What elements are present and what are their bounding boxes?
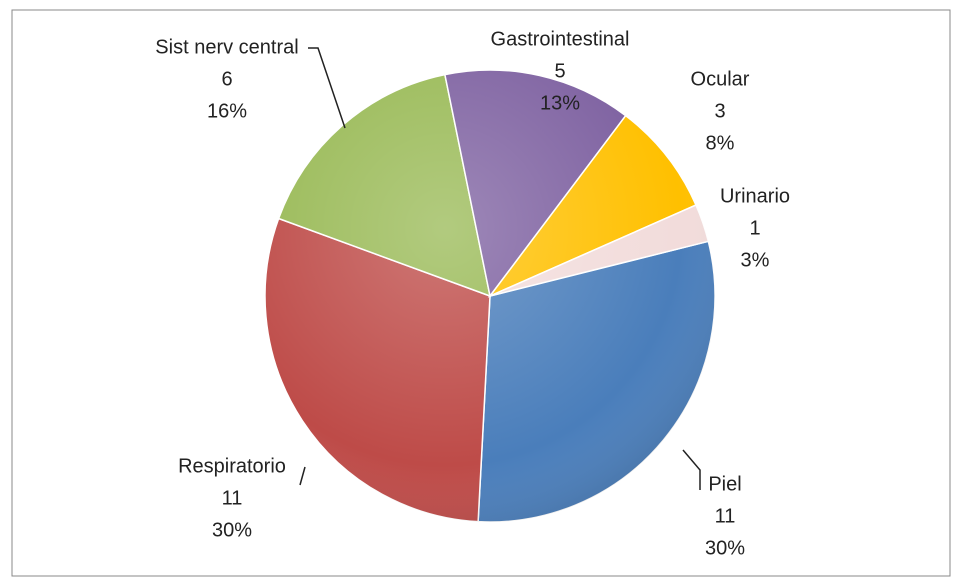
slice-label: Urinario: [720, 185, 790, 207]
slice-label: Piel: [708, 473, 741, 495]
slice-percent: 13%: [540, 92, 580, 114]
leader-line: [299, 466, 306, 486]
slice-value: 5: [554, 60, 565, 82]
slice-percent: 3%: [741, 249, 770, 271]
leader-line: [682, 449, 701, 490]
slice-label: Sist nerv central: [155, 36, 298, 58]
slice-value: 6: [221, 68, 232, 90]
slice-value: 11: [222, 487, 243, 509]
slice-value: 11: [715, 505, 736, 527]
slice-value: 3: [714, 100, 725, 122]
slice-value: 1: [749, 217, 760, 239]
slice-percent: 8%: [706, 132, 735, 154]
slice-percent: 30%: [212, 519, 252, 541]
slice-percent: 16%: [207, 100, 247, 122]
slice-label: Gastrointestinal: [491, 28, 630, 50]
slice-label: Respiratorio: [178, 455, 286, 477]
slice-percent: 30%: [705, 537, 745, 559]
slice-label: Ocular: [691, 68, 750, 90]
leader-line: [308, 47, 346, 129]
